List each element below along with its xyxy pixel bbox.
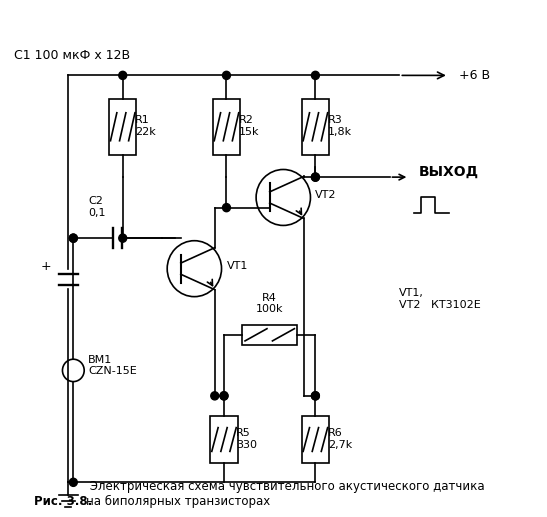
Text: ВЫХОД: ВЫХОД [419,165,479,179]
Text: R4
100k: R4 100k [256,293,283,314]
Text: ВМ1
CZN-15E: ВМ1 CZN-15E [88,355,137,376]
Circle shape [311,173,319,181]
Circle shape [223,71,230,80]
Text: C1 100 мкФ х 12В: C1 100 мкФ х 12В [14,49,130,62]
Circle shape [119,71,127,80]
Text: +6 В: +6 В [459,69,490,82]
Text: Электрическая схема чувствительного акустического датчика
на биполярных транзист: Электрическая схема чувствительного акус… [86,480,484,508]
Text: Рис. 3.8.: Рис. 3.8. [34,495,92,508]
Text: R5
330: R5 330 [236,428,257,450]
Text: VT2: VT2 [316,190,337,200]
Text: C2
0,1: C2 0,1 [88,196,106,218]
Circle shape [311,71,319,80]
FancyBboxPatch shape [211,416,237,463]
Text: +: + [41,260,51,273]
Text: VT1: VT1 [226,261,248,271]
FancyBboxPatch shape [302,416,329,463]
Circle shape [119,234,127,242]
Text: R6
2,7k: R6 2,7k [328,428,352,450]
Circle shape [220,392,228,400]
Circle shape [311,392,319,400]
Text: R2
15k: R2 15k [239,115,259,137]
FancyBboxPatch shape [213,99,240,155]
FancyBboxPatch shape [302,99,329,155]
Circle shape [223,204,230,211]
FancyBboxPatch shape [109,99,136,155]
Circle shape [220,392,228,400]
Circle shape [311,392,319,400]
Text: R3
1,8k: R3 1,8k [328,115,352,137]
Circle shape [311,173,319,181]
Text: VT1,
VT2   КТ3102Е: VT1, VT2 КТ3102Е [399,288,481,310]
Circle shape [69,234,77,242]
Circle shape [211,392,219,400]
FancyBboxPatch shape [242,325,297,345]
Circle shape [69,478,77,486]
Circle shape [69,234,77,242]
Text: R1
22k: R1 22k [135,115,156,137]
